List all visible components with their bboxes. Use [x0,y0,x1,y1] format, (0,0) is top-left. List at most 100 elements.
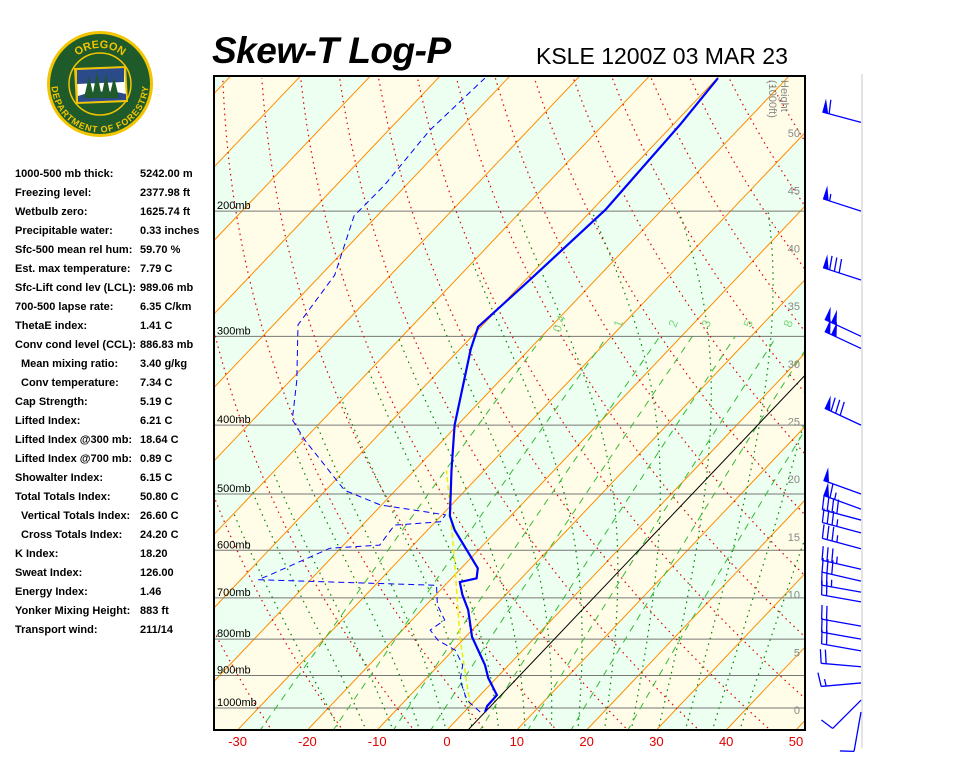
wind-barb-flag [826,509,830,524]
wind-barb-flag [821,557,824,573]
height-tick-label: 25 [788,417,800,429]
wind-barb-half-flag [836,535,839,543]
isotherm-line [214,76,511,389]
wind-barb-flag [821,508,825,523]
isotherm-line [585,499,805,730]
dry-adiabat [378,78,772,730]
stat-row: Freezing level: 2377.98 ft [15,187,215,206]
stat-value: 18.64 C [140,434,179,446]
temperature-tick-label: 50 [789,734,803,749]
height-tick-label: 35 [788,301,800,313]
parcel-trace [445,470,471,706]
wind-barb-flag [831,560,834,575]
stat-label: Total Totals Index: [15,491,111,503]
stability-indices-panel: 1000-500 mb thick: 5242.00 m Freezing leve… [15,168,215,643]
pressure-tick-label: 1000mb [217,697,257,709]
stat-label: Lifted Index: [15,415,81,427]
wind-barb-pennant [823,467,830,483]
height-tick-label: 0 [794,705,800,717]
wind-barb-flag [828,99,832,114]
isotherm-band [214,76,805,730]
stat-row: Wetbulb zero: 1625.74 ft [15,206,215,225]
isotherm-line [214,76,232,95]
wind-barb-flag [826,525,830,540]
wind-barb-pennant [831,309,838,325]
isotherm-line [795,719,805,730]
stat-label: Mean mixing ratio: [21,358,119,370]
stat-value: 0.33 inches [140,225,200,237]
wind-barb-staff [823,479,862,495]
dry-adiabat [222,78,486,730]
pressure-tick-label: 500mb [217,483,251,495]
pressure-tick-label: 200mb [217,200,251,212]
dry-adiabat [924,78,960,732]
stat-value: 26.60 C [140,510,179,522]
stat-row: 1000-500 mb thick: 5242.00 m [15,168,215,187]
moist-adiabat [251,490,367,730]
stat-value: 59.70 % [140,244,181,256]
logo-top-text: OREGON [72,39,127,59]
isotherm-line [0,66,170,732]
mixing-ratio-label: 1 [611,318,627,329]
wind-barb-half-flag [834,492,837,500]
wind-barb-flag [830,397,836,412]
stat-value: 886.83 mb [140,339,194,351]
stat-row: Vertical Totals Index: 26.60 C [15,510,215,529]
wind-barb [824,395,862,426]
stat-label: Vertical Totals Index: [21,510,131,522]
wind-barb-flag [819,649,822,664]
wind-barb [823,467,862,495]
temperature-axis-labels: -30 -20 -10 0 10 20 30 40 50 [228,734,803,749]
pressure-tick-label: 700mb [217,587,251,599]
wind-barb-pennant [824,395,831,411]
wind-barb-half-flag [835,556,838,564]
mixing-ratio-label: 8 [781,318,797,329]
height-tick-label: 10 [788,590,800,602]
wind-barb [819,649,862,668]
isotherm-band [864,66,960,732]
mixing-ratio-line [430,336,693,730]
dry-adiabat [846,78,960,732]
stat-label: Transport wind: [15,624,98,636]
stat-value: 6.21 C [140,415,173,427]
stat-value: 7.79 C [140,263,173,275]
stat-row: Cap Strength: 5.19 C [15,396,215,415]
stat-row: Lifted Index @300 mb: 18.64 C [15,434,215,453]
wind-barb-pennant [823,482,830,498]
wind-barbs [817,98,862,753]
stat-row: Mean mixing ratio: 3.40 g/kg [15,358,215,377]
isotherm-line [214,76,581,462]
isotherm-line [0,66,31,732]
isotherm-line [214,76,441,315]
stat-row: Conv temperature: 7.34 C [15,377,215,396]
dry-adiabat [533,78,805,516]
wind-barb-flag [826,547,829,562]
height-tick-label: 15 [788,532,800,544]
stat-value: 18.20 [140,548,168,560]
wind-barb-flag [831,548,834,563]
wind-barb-staff [832,699,862,729]
temperature-tick-label: -30 [228,734,247,749]
isotherm-band [0,66,31,732]
stat-value: 2377.98 ft [140,187,191,199]
wind-barb-flag [826,496,830,512]
stat-label: Energy Index: [15,586,88,598]
stat-row: Yonker Mixing Height: 883 ft [15,605,215,624]
isotherm-line [0,66,101,732]
pressure-tick-label: 900mb [217,664,251,676]
wind-barb [821,699,862,729]
mixing-ratio-labels: 0.4 1 2 3 5 8 [550,313,796,334]
temperature-tick-label: -20 [298,734,317,749]
stat-row: Transport wind: 211/14 [15,624,215,643]
wind-barb-staff [824,318,862,337]
dry-adiabat [60,78,202,732]
stat-value: 1.46 [140,586,162,598]
wind-barb-staff [821,682,862,688]
stat-value: 24.20 C [140,529,179,541]
height-tick-label: 5 [794,647,800,659]
stat-label: Freezing level: [15,187,92,199]
stat-label: Est. max temperature: [15,263,131,275]
wind-barb-flag [826,559,829,574]
mixing-ratio-line [627,429,805,730]
wind-barb [821,557,862,582]
